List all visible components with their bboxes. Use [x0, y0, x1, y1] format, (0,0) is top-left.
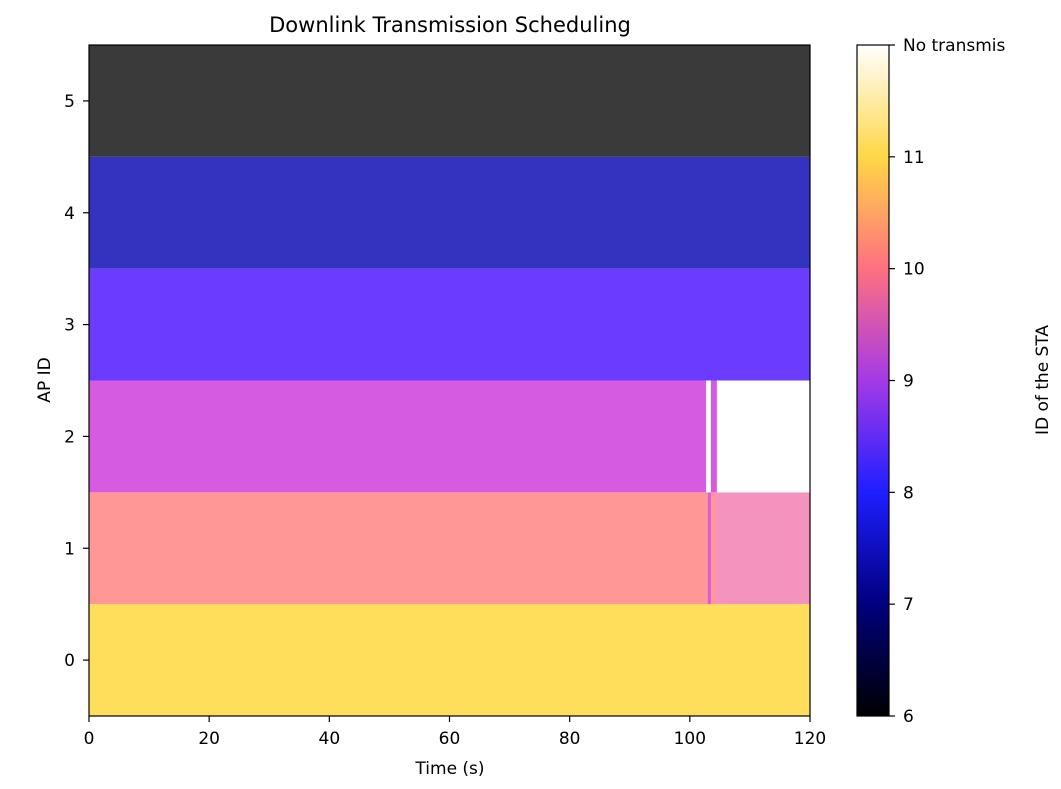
x-tick-label: 60 [439, 729, 461, 749]
y-tick-label: 3 [64, 316, 75, 336]
colorbar-tick-label: 6 [903, 707, 914, 727]
y-tick-label: 5 [64, 92, 75, 112]
y-axis: 0 1 2 3 4 5 [64, 92, 89, 671]
y-tick-label: 0 [64, 651, 75, 671]
heatmap-cell-ap3-seg0 [89, 268, 811, 381]
colorbar-tick-label: 11 [903, 148, 925, 168]
colorbar-top-tick-label: No transmis [903, 36, 1006, 56]
colorbar-tick-label: 9 [903, 372, 914, 392]
colorbar [856, 44, 890, 717]
x-tick-label: 0 [84, 729, 95, 749]
heatmap-cell-ap1-seg0 [89, 492, 709, 605]
y-axis-label: AP ID [35, 357, 55, 402]
heatmap-cell-ap2-seg3 [716, 380, 811, 493]
x-axis-label: Time (s) [414, 759, 484, 779]
y-tick-label: 2 [64, 427, 75, 447]
y-tick-label: 4 [64, 204, 75, 224]
x-tick-label: 100 [674, 729, 706, 749]
colorbar-tick-label: 10 [903, 260, 925, 280]
colorbar-label: ID of the STA [1033, 325, 1053, 435]
x-tick-label: 80 [559, 729, 581, 749]
colorbar-tick-label: 8 [903, 483, 914, 503]
heatmap-cell-ap1-seg1 [707, 492, 712, 605]
x-tick-label: 40 [319, 729, 341, 749]
colorbar-ticks: 6 7 8 9 10 11 No transmis [889, 36, 1006, 727]
y-tick-label: 1 [64, 539, 75, 559]
heatmap-cell-ap4-seg0 [89, 156, 811, 269]
heatmap-cell-ap2-seg2 [710, 380, 718, 493]
plot-area [88, 44, 811, 717]
x-tick-label: 20 [198, 729, 220, 749]
colorbar-tick-label: 7 [903, 595, 914, 615]
heatmap-cell-ap2-seg0 [89, 380, 707, 493]
chart-title: Downlink Transmission Scheduling [269, 13, 631, 37]
heatmap-cell-ap1-seg2 [710, 492, 717, 605]
heatmap-cell-ap0-seg0 [89, 604, 811, 716]
heatmap-cell-ap2-seg1 [706, 380, 712, 493]
heatmap-cell-ap5-seg0 [89, 45, 811, 157]
x-axis: 0 20 40 60 80 100 120 [84, 716, 826, 749]
heatmap-cell-ap1-seg3 [715, 492, 811, 605]
x-tick-label: 120 [794, 729, 826, 749]
colorbar-gradient [856, 44, 890, 717]
